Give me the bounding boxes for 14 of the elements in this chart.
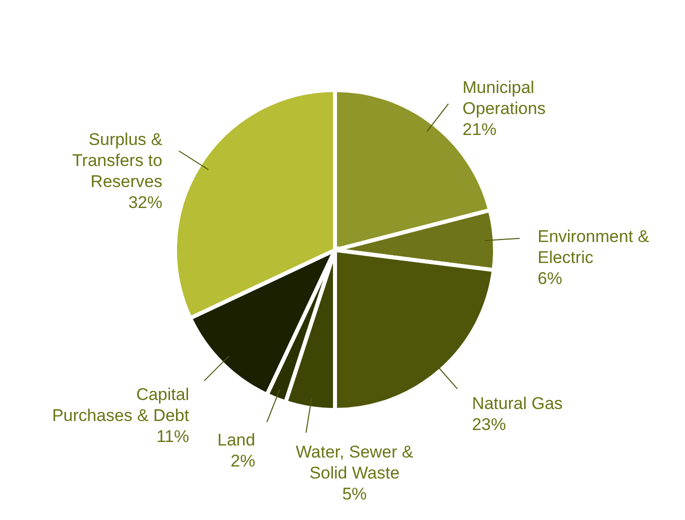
slice-label: Land — [217, 430, 256, 450]
data-label: 32% — [128, 193, 162, 212]
slice-label: Environment & Electric — [538, 227, 650, 268]
slice-label: Surplus & Transfers to Reserves — [72, 130, 164, 192]
slice-label: Natural Gas — [472, 394, 563, 413]
data-label: 6% — [538, 269, 562, 288]
data-label: 5% — [342, 484, 367, 504]
data-label: 2% — [230, 452, 256, 471]
slice-label: Municipal Operations — [462, 78, 546, 118]
data-label: 11% — [156, 426, 190, 446]
data-label: 23% — [472, 414, 506, 434]
data-label: 21% — [462, 120, 497, 140]
slice-label: Capital Purchases & Debt — [52, 384, 190, 425]
slice-label: Water, Sewer & Solid Waste — [296, 442, 414, 482]
